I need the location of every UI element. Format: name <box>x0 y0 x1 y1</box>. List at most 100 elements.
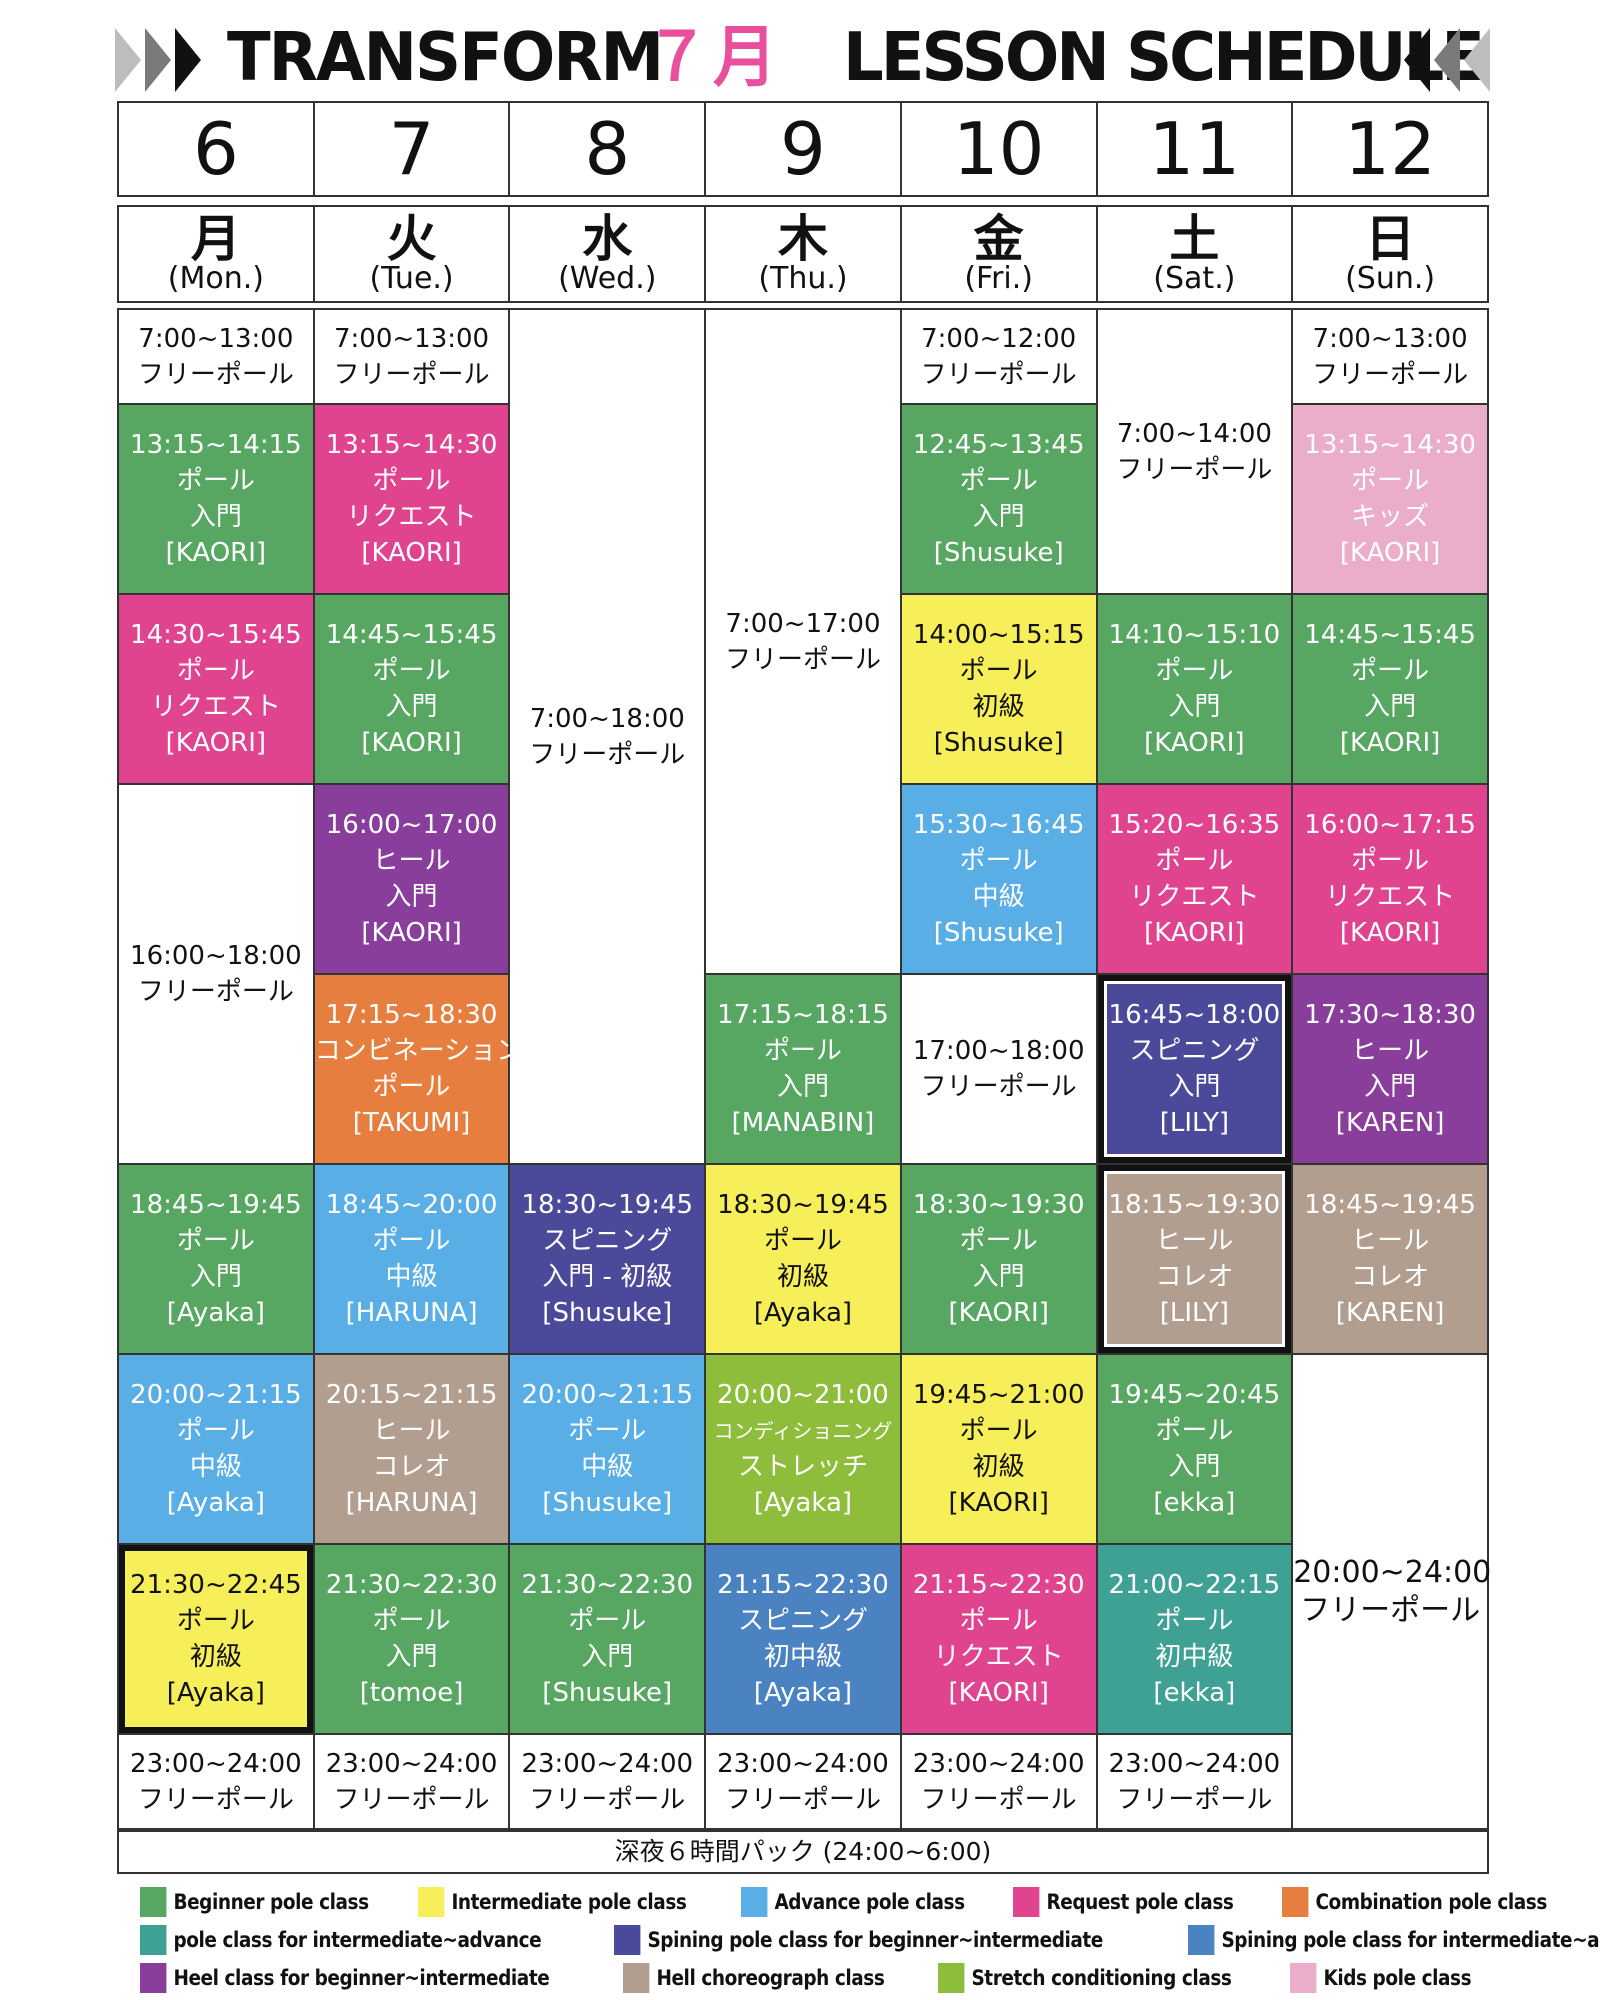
class-cell-fri-0: 7:00~12:00 フリーポール <box>899 308 1098 405</box>
chevron-right-icon <box>115 28 141 92</box>
class-time: 12:45~13:45 <box>912 430 1085 460</box>
class-instructor: [KAORI] <box>165 728 267 758</box>
weekday-english: (Tue.) <box>369 261 454 296</box>
class-cell-sun-5: 18:45~19:45 ヒール コレオ [KAREN] <box>1291 1163 1489 1355</box>
class-time: 14:30~15:45 <box>130 620 302 650</box>
weekday-kanji: 木 <box>777 210 828 268</box>
class-type: ポール <box>1155 656 1234 686</box>
legend-swatch <box>740 1887 768 1917</box>
class-level: 入門 <box>385 882 438 912</box>
class-instructor: [Ayaka] <box>166 1488 265 1518</box>
class-time: 18:45~19:45 <box>1304 1190 1476 1220</box>
class-type: ポール <box>1155 1606 1234 1636</box>
class-type: ポール <box>1351 466 1430 496</box>
class-time: 18:45~20:00 <box>325 1190 498 1220</box>
legend-swatch <box>613 1925 641 1955</box>
legend-row: Heel class for beginner~intermediate Hel… <box>140 1959 1500 1997</box>
class-type: ポール <box>959 1226 1038 1256</box>
class-level: 入門 <box>1168 1452 1221 1482</box>
class-instructor: [KAORI] <box>165 538 267 568</box>
class-level: 初中級 <box>763 1642 842 1672</box>
class-cell-wed-4: 23:00~24:00 フリーポール <box>508 1733 707 1830</box>
class-time: 17:30~18:30 <box>1304 1000 1476 1030</box>
class-type: コンビネーション <box>314 1036 523 1066</box>
class-name: フリーポール <box>137 1784 294 1815</box>
class-cell-thu-4: 21:15~22:30 スピニング 初中級 [Ayaka] <box>704 1543 902 1735</box>
legend-swatch <box>623 1963 650 1993</box>
date-cell: 6 <box>117 101 315 197</box>
class-cell-sat-1: 14:10~15:10 ポール 入門 [KAORI] <box>1095 593 1294 785</box>
class-level: ポール <box>372 1072 451 1102</box>
class-level: リクエスト <box>933 1642 1064 1672</box>
class-name: フリーポール <box>1116 454 1273 485</box>
class-time: 21:30~22:45 <box>130 1570 302 1600</box>
class-cell-thu-3: 20:00~21:00 コンディショニング ストレッチ [Ayaka] <box>704 1353 902 1545</box>
class-instructor: [Shusuke] <box>542 1488 673 1518</box>
class-level: 入門 <box>1168 692 1221 722</box>
chevron-right-icon <box>145 28 171 92</box>
class-time: 21:30~22:30 <box>325 1570 498 1600</box>
class-type: ポール <box>176 466 255 496</box>
class-name: フリーポール <box>529 739 686 770</box>
class-level: 初級 <box>776 1262 829 1292</box>
class-cell-fri-2: 14:00~15:15 ポール 初級 [Shusuke] <box>899 593 1098 785</box>
weekday-kanji: 水 <box>582 210 633 268</box>
date-cell: 12 <box>1291 101 1489 197</box>
class-level: ストレッチ <box>737 1452 868 1482</box>
class-time: 14:45~15:45 <box>1304 620 1476 650</box>
class-instructor: [HARUNA] <box>345 1298 478 1328</box>
date-cell: 8 <box>508 101 707 197</box>
legend-row: pole class for intermediate~advance Spin… <box>140 1921 1600 1959</box>
class-instructor: [Shusuke] <box>933 728 1064 758</box>
class-type: ヒール <box>1351 1226 1430 1256</box>
class-level: 中級 <box>972 882 1025 912</box>
weekday-header-row: 月 (Mon.) 火 (Tue.) 水 (Wed.) 木 (Thu.) 金 (Fri.) … <box>117 205 1489 303</box>
class-cell-tue-6: 20:15~21:15 ヒール コレオ [HARUNA] <box>312 1353 511 1545</box>
class-type: ポール <box>1155 1416 1234 1446</box>
class-cell-fri-3: 15:30~16:45 ポール 中級 [Shusuke] <box>899 783 1098 975</box>
class-name: フリーポール <box>137 359 294 390</box>
class-cell-mon-2: 14:30~15:45 ポール リクエスト [KAORI] <box>117 593 315 785</box>
class-level: 初中級 <box>1155 1642 1234 1672</box>
weekday-cell: 月 (Mon.) <box>117 205 315 303</box>
weekday-english: (Fri.) <box>964 261 1033 296</box>
legend-swatch <box>1289 1963 1317 1993</box>
class-time: 23:00~24:00 <box>717 1748 889 1779</box>
class-time: 23:00~24:00 <box>325 1748 498 1779</box>
weekday-cell: 日 (Sun.) <box>1291 205 1489 303</box>
weekday-english: (Mon.) <box>167 261 264 296</box>
class-instructor: [Ayaka] <box>753 1298 853 1328</box>
class-time: 7:00~13:00 <box>334 323 490 354</box>
legend-swatch <box>938 1963 965 1993</box>
legend-swatch <box>140 1925 167 1955</box>
class-time: 19:45~21:00 <box>912 1380 1085 1410</box>
class-time: 15:20~16:35 <box>1108 810 1281 840</box>
class-type: ヒール <box>372 846 451 876</box>
weekday-cell: 木 (Thu.) <box>704 205 902 303</box>
class-time: 13:15~14:30 <box>325 430 498 460</box>
legend-label: Beginner pole class <box>173 1890 369 1914</box>
weekday-cell: 土 (Sat.) <box>1095 205 1294 303</box>
weekday-english: (Sun.) <box>1345 261 1436 296</box>
class-instructor: [KAORI] <box>1339 538 1441 568</box>
class-cell-tue-8: 23:00~24:00 フリーポール <box>312 1733 511 1830</box>
legend-swatch <box>1187 1925 1214 1955</box>
class-time: 18:45~19:45 <box>130 1190 302 1220</box>
class-instructor: [KAORI] <box>361 918 462 948</box>
class-instructor: [KAORI] <box>948 1488 1049 1518</box>
class-instructor: [KAREN] <box>1335 1108 1445 1138</box>
class-cell-wed-3: 21:30~22:30 ポール 入門 [Shusuke] <box>508 1543 707 1735</box>
class-cell-sat-5: 19:45~20:45 ポール 入門 [ekka] <box>1095 1353 1294 1545</box>
date-header-row: 6 7 8 9 10 11 12 <box>117 101 1489 197</box>
class-name: フリーポール <box>1300 1592 1481 1628</box>
legend-item: Heel class for beginner~intermediate <box>140 1963 550 1993</box>
class-instructor: [Ayaka] <box>753 1488 853 1518</box>
class-time: 17:00~18:00 <box>912 1036 1085 1066</box>
class-time: 16:00~17:00 <box>325 810 498 840</box>
class-cell-tue-7: 21:30~22:30 ポール 入門 [tomoe] <box>312 1543 511 1735</box>
class-level: リクエスト <box>346 502 477 532</box>
class-time: 20:00~21:15 <box>521 1380 694 1410</box>
class-instructor: [MANABIN] <box>731 1108 875 1138</box>
class-cell-tue-1: 13:15~14:30 ポール リクエスト [KAORI] <box>312 403 511 595</box>
class-cell-tue-5: 18:45~20:00 ポール 中級 [HARUNA] <box>312 1163 511 1355</box>
